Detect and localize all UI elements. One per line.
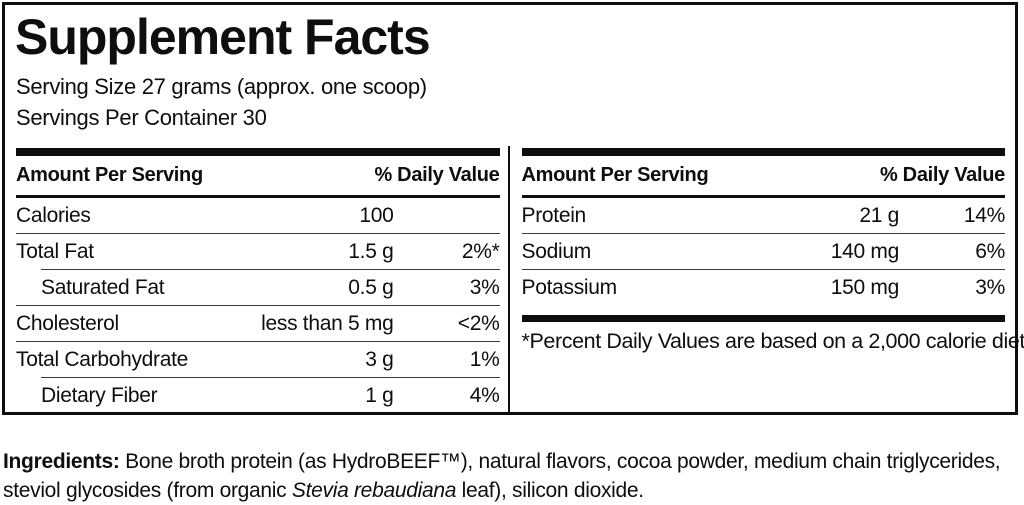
- ingredients-species-italic: Stevia rebaudiana: [291, 479, 457, 502]
- header-rule: [16, 195, 500, 198]
- column-header: Amount Per Serving % Daily Value: [16, 156, 500, 195]
- ingredients-paragraph: Ingredients: Bone broth protein (as Hydr…: [3, 447, 1021, 505]
- amount-per-serving-label: Amount Per Serving: [16, 164, 203, 186]
- nutrient-daily-value: 2%*: [461, 239, 500, 263]
- row-divider: [16, 233, 500, 234]
- table-row: Calories 100: [16, 198, 500, 233]
- nutrient-name: Potassium: [521, 275, 618, 299]
- nutrient-name: Cholesterol: [16, 311, 119, 335]
- row-divider: [16, 305, 500, 306]
- facts-column-left: Amount Per Serving % Daily Value Calorie…: [5, 146, 508, 412]
- ingredients-label: Ingredients:: [3, 450, 120, 473]
- nutrient-daily-value: 6%: [975, 239, 1005, 263]
- page-title: Supplement Facts: [15, 9, 431, 65]
- footnote-separator-bar: [521, 315, 1005, 322]
- ingredients-text-2: leaf), silicon dioxide.: [456, 479, 645, 502]
- row-divider-indented: [41, 377, 500, 378]
- column-header: Amount Per Serving % Daily Value: [522, 156, 1006, 195]
- table-row: Total Fat 1.5 g 2%*: [16, 234, 500, 269]
- servings-per-container-line: Servings Per Container 30: [16, 105, 267, 130]
- nutrient-name: Saturated Fat: [41, 275, 165, 299]
- supplement-facts-panel: Supplement Facts Serving Size 27 grams (…: [2, 2, 1024, 415]
- table-row-indented: Dietary Fiber 1 g 4%: [16, 378, 500, 413]
- column-top-bar: [16, 148, 500, 156]
- nutrient-amount: 140 mg: [830, 239, 900, 263]
- nutrient-daily-value: 1%: [469, 347, 500, 371]
- nutrient-amount: less than 5 mg: [261, 311, 394, 335]
- table-row: Sodium 140 mg 6%: [522, 234, 1006, 269]
- nutrient-daily-value: 14%: [963, 203, 1005, 227]
- nutrient-name: Sodium: [521, 239, 592, 263]
- facts-column-right: Amount Per Serving % Daily Value Protein…: [510, 146, 1024, 412]
- nutrient-name: Protein: [521, 203, 587, 227]
- amount-per-serving-label: Amount Per Serving: [521, 164, 709, 186]
- table-row: Protein 21 g 14%: [522, 198, 1006, 233]
- nutrient-name: Total Carbohydrate: [16, 347, 189, 371]
- daily-value-label: % Daily Value: [879, 164, 1005, 186]
- row-divider-indented: [41, 269, 500, 270]
- nutrient-name: Dietary Fiber: [41, 383, 158, 407]
- row-divider: [521, 269, 1005, 270]
- table-row: Cholesterol less than 5 mg <2%: [16, 306, 500, 341]
- table-row: Potassium 150 mg 3%: [522, 270, 1006, 305]
- daily-value-footnote: *Percent Daily Values are based on a 2,0…: [521, 329, 1024, 353]
- column-top-bar: [521, 148, 1005, 156]
- facts-table: Amount Per Serving % Daily Value Calorie…: [5, 146, 1024, 412]
- nutrient-daily-value: 3%: [469, 275, 500, 299]
- nutrient-daily-value: <2%: [457, 311, 500, 335]
- nutrient-amount: 1 g: [365, 383, 394, 407]
- row-divider: [521, 233, 1005, 234]
- nutrient-daily-value: 4%: [469, 383, 500, 407]
- nutrient-amount: 150 mg: [830, 275, 900, 299]
- serving-size-line: Serving Size 27 grams (approx. one scoop…: [16, 74, 427, 99]
- row-divider: [16, 341, 500, 342]
- nutrient-daily-value: 3%: [975, 275, 1005, 299]
- nutrient-amount: 3 g: [365, 347, 394, 371]
- header-rule: [521, 195, 1005, 198]
- table-row-indented: Saturated Fat 0.5 g 3%: [16, 270, 500, 305]
- nutrient-amount: 0.5 g: [348, 275, 394, 299]
- nutrient-name: Total Fat: [16, 239, 94, 263]
- nutrient-name: Calories: [16, 203, 91, 227]
- table-row: Total Carbohydrate 3 g 1%: [16, 342, 500, 377]
- daily-value-label: % Daily Value: [374, 164, 500, 186]
- column-divider: [507, 146, 510, 412]
- nutrient-amount: 1.5 g: [348, 239, 394, 263]
- nutrient-amount: 21 g: [859, 203, 899, 227]
- nutrient-amount: 100: [359, 203, 394, 227]
